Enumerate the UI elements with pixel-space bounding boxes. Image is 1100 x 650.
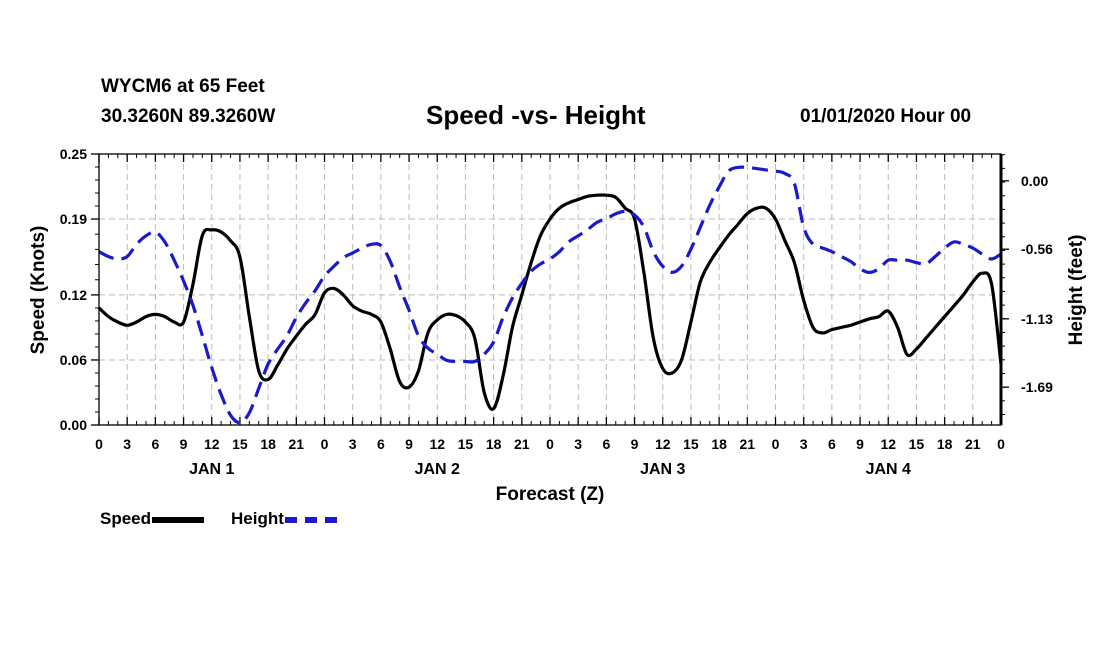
day-label: JAN 3 <box>640 461 685 478</box>
x-tick-label: 15 <box>683 436 699 452</box>
legend-height: Height <box>231 509 337 529</box>
x-tick-label: 18 <box>486 436 502 452</box>
height-series-line <box>98 165 1002 425</box>
series-lines <box>97 165 1003 425</box>
speed-series-line <box>97 193 1003 411</box>
x-tick-label: 18 <box>260 436 276 452</box>
date-hour-label: 01/01/2020 Hour 00 <box>800 106 972 127</box>
x-tick-label: 21 <box>289 436 305 452</box>
y-axis-title: Speed (Knots) <box>28 226 49 355</box>
legend-speed-swatch <box>152 516 205 523</box>
x-tick-label: 0 <box>321 436 329 452</box>
legend-speed-label: Speed <box>100 509 152 528</box>
x-tick-label: 15 <box>232 436 248 452</box>
y-tick-label: 0.25 <box>60 146 87 162</box>
day-label: JAN 2 <box>415 461 460 478</box>
x-tick-label: 15 <box>458 436 474 452</box>
x-tick-label: 18 <box>711 436 727 452</box>
x-axis-title: Forecast (Z) <box>496 484 605 505</box>
x-tick-label: 12 <box>880 436 896 452</box>
x-tick-label: 21 <box>965 436 981 452</box>
day-label: JAN 1 <box>189 461 234 478</box>
y-tick-label: 0.12 <box>60 287 87 303</box>
x-tick-label: 0 <box>772 436 780 452</box>
x-tick-label: 18 <box>937 436 953 452</box>
x-tick-label: 3 <box>800 436 808 452</box>
x-tick-label: 21 <box>740 436 756 452</box>
y-tick-label: 0.19 <box>60 211 87 227</box>
x-tick-label: 9 <box>405 436 413 452</box>
x-tick-label: 6 <box>151 436 159 452</box>
x-tick-label: 3 <box>123 436 131 452</box>
axis-ticks <box>91 153 1009 426</box>
y2-tick-label: -0.56 <box>1021 241 1053 257</box>
y2-tick-label: -1.69 <box>1021 379 1053 395</box>
day-label: JAN 4 <box>866 461 911 478</box>
y-tick-label: 0.00 <box>60 417 87 433</box>
axis-labels: 0.00 0.06 0.12 0.19 0.25 0.00 -0.56 -1.13 -1.69 0… <box>60 146 1053 478</box>
x-tick-label: 6 <box>602 436 610 452</box>
x-tick-label: 12 <box>429 436 445 452</box>
x-tick-label: 9 <box>180 436 188 452</box>
coordinates-label: 30.3260N 89.3260W <box>101 106 276 127</box>
y2-tick-label: 0.00 <box>1021 173 1048 189</box>
x-tick-label: 0 <box>95 436 103 452</box>
x-tick-label: 12 <box>655 436 671 452</box>
x-tick-label: 3 <box>574 436 582 452</box>
legend-speed: Speed <box>100 509 205 529</box>
x-tick-label: 6 <box>828 436 836 452</box>
legend-height-label: Height <box>231 509 284 528</box>
x-tick-label: 6 <box>377 436 385 452</box>
y-tick-label: 0.06 <box>60 352 87 368</box>
grid-lines <box>99 154 1001 425</box>
x-tick-label: 0 <box>546 436 554 452</box>
station-label: WYCM6 at 65 Feet <box>101 76 265 97</box>
x-tick-label: 15 <box>909 436 925 452</box>
x-tick-label: 21 <box>514 436 530 452</box>
x-tick-label: 9 <box>856 436 864 452</box>
x-tick-label: 9 <box>631 436 639 452</box>
x-tick-label: 12 <box>204 436 220 452</box>
x-tick-label: 0 <box>997 436 1005 452</box>
y2-axis-title: Height (feet) <box>1066 235 1087 346</box>
legend-height-swatch <box>284 516 337 523</box>
y2-tick-label: -1.13 <box>1021 311 1053 327</box>
chart-title: Speed -vs- Height <box>426 100 646 130</box>
x-tick-label: 3 <box>349 436 357 452</box>
